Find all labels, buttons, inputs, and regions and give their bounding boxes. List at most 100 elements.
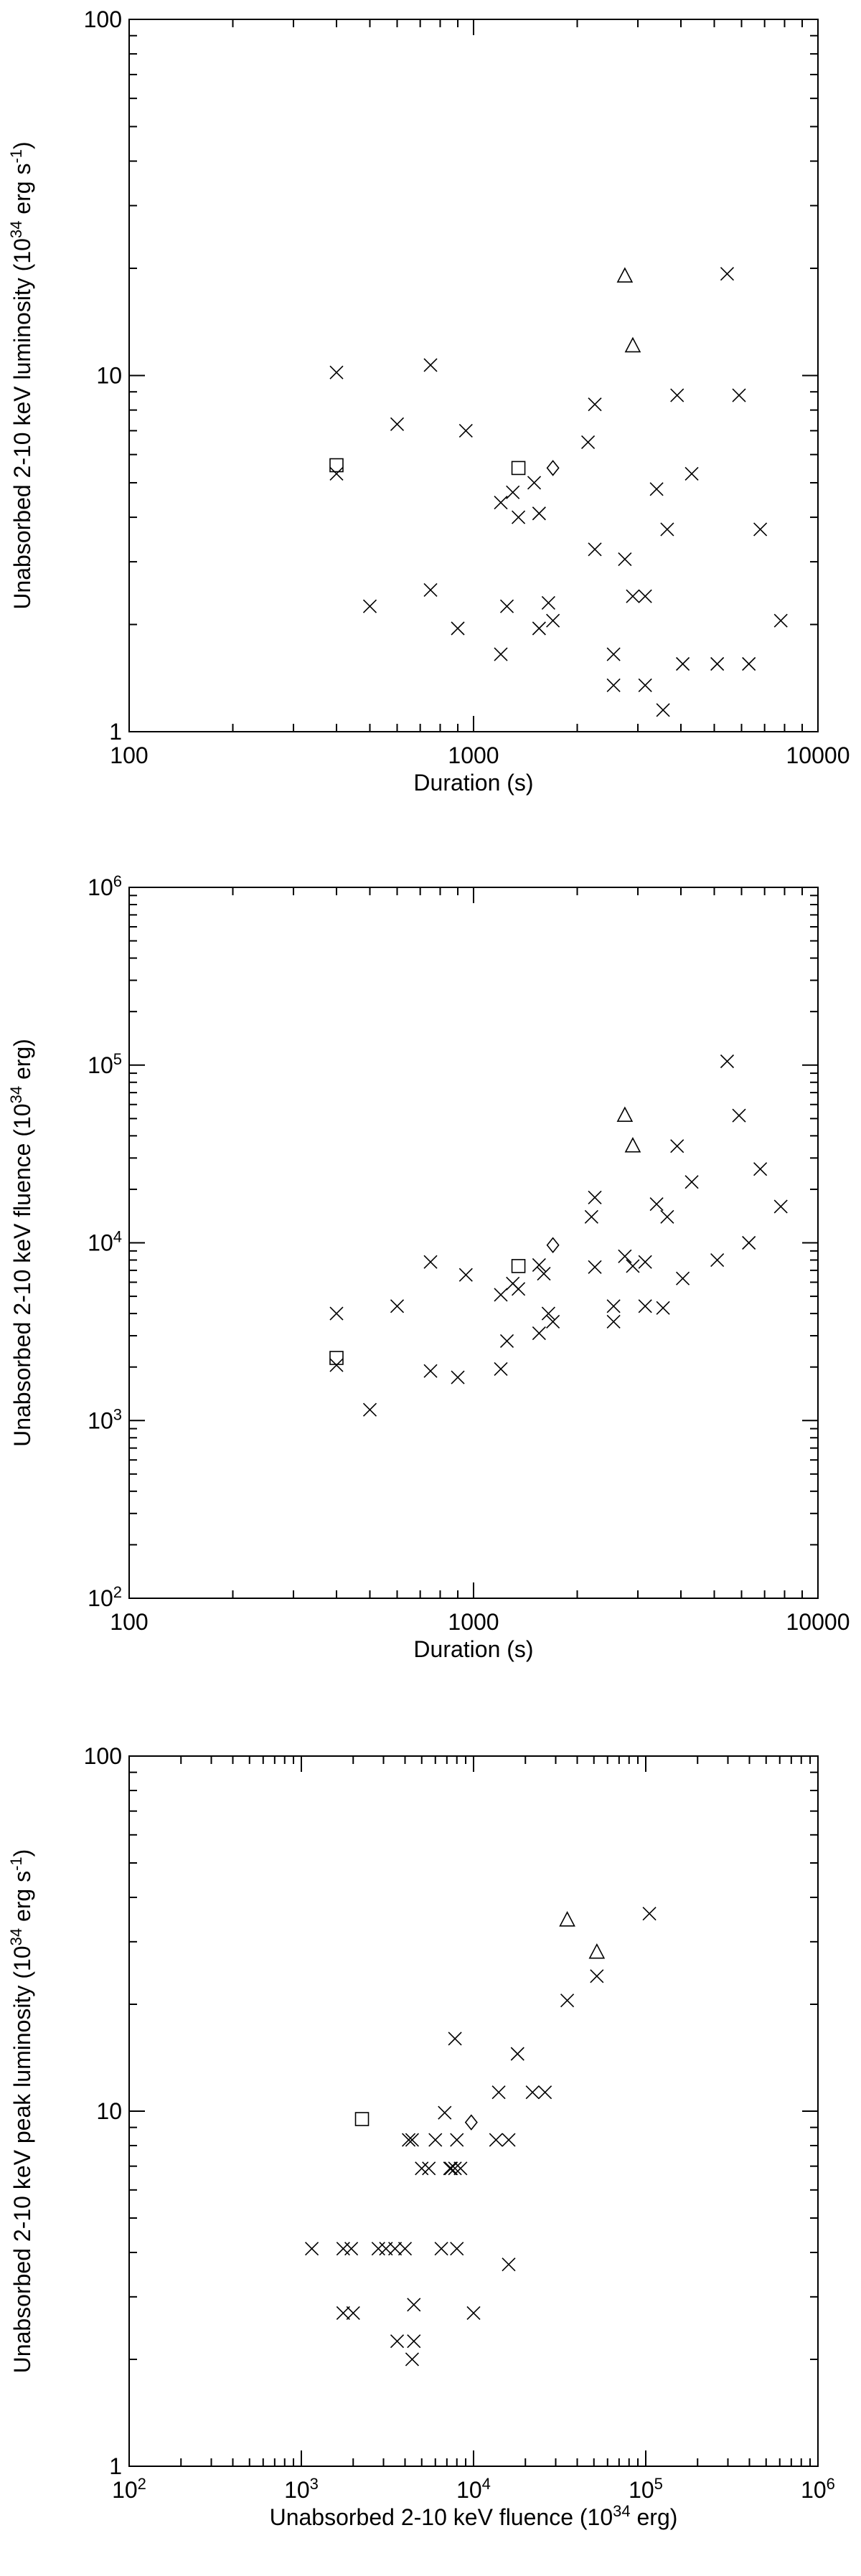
data-point-cross <box>732 388 746 402</box>
x-tick-label: 10000 <box>786 742 850 768</box>
y-tick-label: 105 <box>88 1049 122 1078</box>
data-point-cross <box>344 2242 359 2256</box>
data-point-cross <box>402 2133 416 2147</box>
plot-frame <box>128 887 819 1599</box>
data-point-cross <box>444 2161 458 2176</box>
data-point-cross <box>423 1255 438 1269</box>
data-point-cross <box>329 1358 344 1372</box>
data-point-cross <box>451 621 465 636</box>
data-point-triangle <box>616 1106 634 1122</box>
data-point-cross <box>494 647 508 661</box>
data-point-diamond <box>464 2114 478 2131</box>
data-point-cross <box>732 1108 746 1123</box>
data-point-cross <box>773 1199 788 1214</box>
data-point-cross <box>710 656 725 671</box>
data-point-cross <box>532 506 546 521</box>
data-point-cross <box>626 589 640 603</box>
series-triangle <box>559 1911 606 1959</box>
data-point-cross <box>491 2085 506 2100</box>
x-axis-label: Duration (s) <box>413 1636 533 1662</box>
data-point-cross <box>638 589 652 603</box>
data-point-cross <box>388 2242 403 2256</box>
data-point-cross <box>606 1299 621 1313</box>
data-point-cross <box>588 542 602 557</box>
y-tick-label: 106 <box>88 872 122 901</box>
series-diamond <box>546 1237 560 1254</box>
data-point-cross <box>415 2161 429 2176</box>
data-point-cross <box>336 2242 350 2256</box>
data-point-cross <box>676 1271 690 1285</box>
data-point-cross <box>438 2105 452 2120</box>
data-point-cross <box>546 613 560 628</box>
data-point-cross <box>742 656 756 671</box>
data-point-cross <box>458 1268 473 1282</box>
data-point-cross <box>742 1235 756 1250</box>
data-point-triangle <box>559 1911 575 1927</box>
data-point-cross <box>560 1994 575 2008</box>
data-point-cross <box>511 1282 526 1296</box>
data-point-cross <box>676 656 690 671</box>
series-square <box>329 1259 526 1365</box>
data-point-cross <box>494 1362 508 1376</box>
data-point-cross <box>618 1249 632 1263</box>
data-point-cross <box>453 2161 468 2176</box>
x-tick-label: 1000 <box>448 742 499 768</box>
data-point-cross <box>710 1252 725 1268</box>
data-point-cross <box>407 2298 421 2312</box>
y-tick-label: 1 <box>109 2453 122 2479</box>
data-point-cross <box>638 678 652 692</box>
data-point-cross <box>499 1334 514 1349</box>
y-tick-label: 104 <box>88 1227 122 1256</box>
data-point-cross <box>590 1969 604 1983</box>
y-axis-label: Unabsorbed 2-10 keV fluence (1034 erg) <box>7 1039 36 1447</box>
y-tick-label: 103 <box>88 1405 122 1434</box>
data-point-cross <box>660 1209 674 1224</box>
data-point-cross <box>405 2352 419 2367</box>
series-square <box>329 458 526 476</box>
data-point-square <box>329 1351 344 1365</box>
data-point-cross <box>428 2133 443 2147</box>
data-point-cross <box>606 647 621 661</box>
data-point-cross <box>329 1306 344 1321</box>
data-point-cross <box>670 388 684 402</box>
data-point-cross <box>588 1190 602 1204</box>
series-diamond <box>464 2114 478 2131</box>
data-point-cross <box>390 417 405 431</box>
series-cross <box>329 267 788 717</box>
data-point-triangle <box>588 1943 606 1959</box>
data-point-cross <box>656 1301 670 1315</box>
data-point-diamond <box>546 460 560 476</box>
data-point-cross <box>423 358 438 372</box>
series-square <box>354 2112 370 2126</box>
data-point-cross <box>626 1259 640 1273</box>
y-axis-label: Unabsorbed 2-10 keV luminosity (1034 erg… <box>7 141 36 609</box>
data-point-cross <box>642 1907 657 1921</box>
data-point-square <box>511 461 526 476</box>
data-point-cross <box>390 2334 405 2349</box>
data-point-cross <box>525 2085 540 2100</box>
data-point-cross <box>670 1139 684 1153</box>
data-point-cross <box>588 1260 602 1274</box>
data-point-square <box>329 458 344 473</box>
data-point-cross <box>329 466 344 481</box>
data-point-diamond <box>546 1237 560 1254</box>
data-point-cross <box>541 1306 555 1321</box>
data-point-cross <box>502 2133 516 2147</box>
data-point-cross <box>541 595 555 610</box>
data-point-cross <box>450 2242 464 2256</box>
x-tick-label: 106 <box>801 2475 835 2504</box>
data-point-cross <box>511 510 526 524</box>
data-point-cross <box>532 1258 546 1273</box>
series-cross <box>329 1054 788 1417</box>
data-point-cross <box>371 2242 385 2256</box>
data-point-cross <box>407 2334 421 2349</box>
data-point-cross <box>405 2133 419 2147</box>
data-point-cross <box>684 466 699 481</box>
y-tick-label: 100 <box>84 1743 122 1769</box>
series-triangle <box>616 267 641 353</box>
data-point-cross <box>489 2133 503 2147</box>
data-point-cross <box>720 1054 735 1069</box>
data-point-square <box>354 2112 370 2126</box>
data-point-cross <box>329 365 344 379</box>
x-axis-label: Duration (s) <box>413 770 533 796</box>
